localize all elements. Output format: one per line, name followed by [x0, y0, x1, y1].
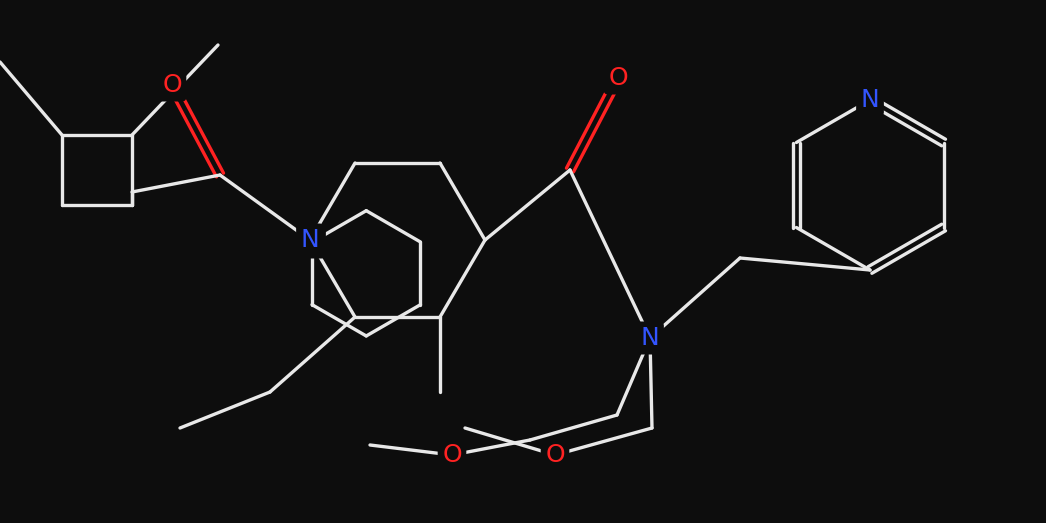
Text: N: N	[640, 326, 659, 350]
Text: N: N	[861, 88, 880, 112]
Text: O: O	[545, 443, 565, 467]
Text: O: O	[608, 66, 628, 90]
Text: N: N	[302, 230, 321, 254]
Text: O: O	[442, 443, 462, 467]
Text: O: O	[162, 73, 182, 97]
Text: N: N	[300, 228, 319, 252]
